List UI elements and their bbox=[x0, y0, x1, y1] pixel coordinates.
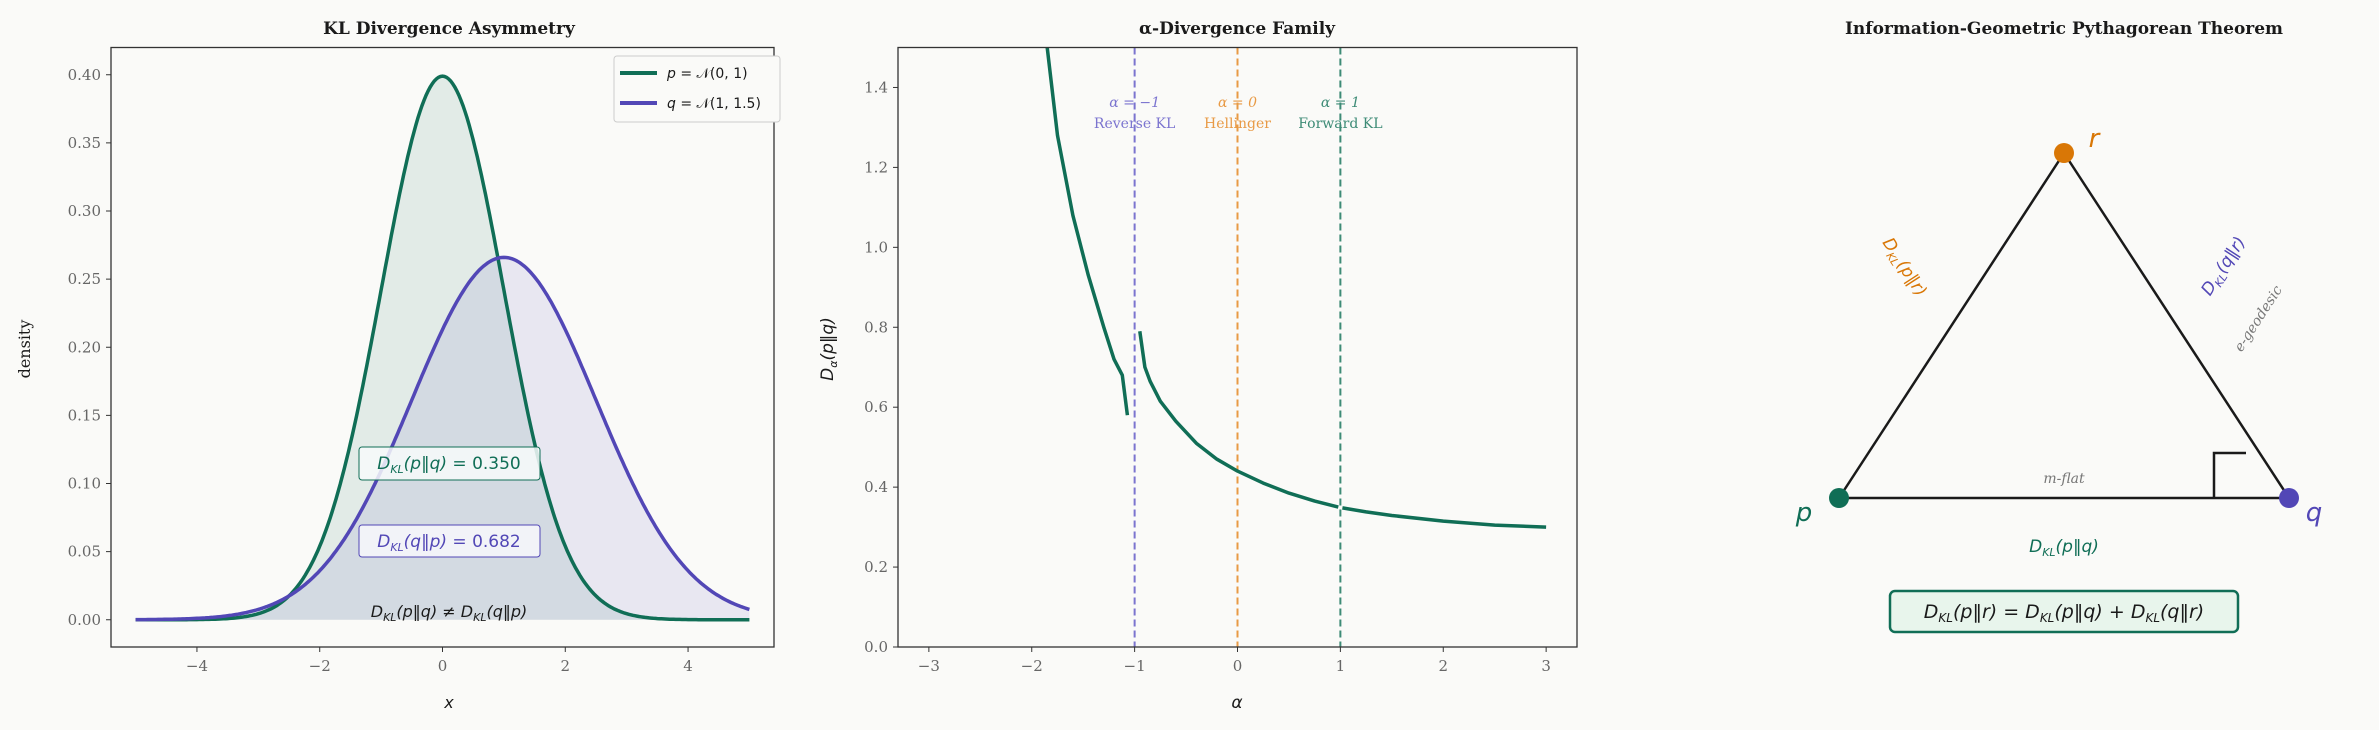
divergence-curve-segment bbox=[1138, 331, 1339, 509]
edge-p-r bbox=[1837, 152, 2066, 499]
point-r-label: r bbox=[2089, 124, 2102, 154]
y-tick-label: 0.25 bbox=[68, 270, 101, 288]
panel1-ylabel: density bbox=[15, 320, 34, 379]
legend-label-p: p = 𝒩(0, 1) bbox=[666, 66, 748, 82]
m-flat-label: m-flat bbox=[2043, 471, 2085, 487]
point-p bbox=[1829, 488, 1849, 508]
kl-qp-box bbox=[358, 524, 541, 558]
edge-r-q bbox=[2062, 152, 2291, 499]
y-tick-label: 0.0 bbox=[864, 638, 888, 656]
y-tick-label: 0.00 bbox=[68, 611, 101, 629]
panel1-xlabel: x bbox=[443, 693, 454, 712]
kl-qp-annotation: DKL(q‖p) = 0.682 bbox=[358, 524, 541, 558]
formula-box bbox=[1888, 589, 2240, 634]
kl-qp-label: DKL(q‖p) = 0.682 bbox=[377, 532, 521, 554]
y-tick-label: 0.20 bbox=[68, 338, 101, 356]
kl-pq-box bbox=[358, 446, 541, 481]
density-fill-q bbox=[135, 257, 750, 620]
y-tick-label: 0.05 bbox=[68, 543, 101, 561]
alpha-divergence-curve bbox=[1045, 47, 1547, 529]
y-tick-label: 0.15 bbox=[68, 406, 101, 424]
point-q bbox=[2279, 488, 2299, 508]
kl-asymmetry-panel: KL Divergence Asymmetry −4 −2 0 2 4 0.00 0.05… bbox=[15, 19, 781, 712]
panel1-title: KL Divergence Asymmetry bbox=[323, 19, 576, 39]
panel2-x-ticks: −3 −2 −1 0 1 2 3 bbox=[918, 647, 1551, 675]
x-tick-label: 3 bbox=[1541, 657, 1551, 675]
x-tick-label: −4 bbox=[186, 657, 208, 675]
point-r bbox=[2054, 143, 2074, 163]
density-fills bbox=[135, 76, 750, 620]
x-tick-label: 4 bbox=[683, 657, 693, 675]
y-tick-label: 0.6 bbox=[864, 398, 888, 416]
panel2-title: α-Divergence Family bbox=[1139, 19, 1336, 39]
y-tick-label: 0.4 bbox=[864, 478, 888, 496]
divergence-curve-segment bbox=[1045, 47, 1130, 416]
legend: p = 𝒩(0, 1) q = 𝒩(1, 1.5) bbox=[613, 55, 781, 123]
panel1-x-ticks: −4 −2 0 2 4 bbox=[186, 647, 693, 675]
x-tick-label: −2 bbox=[1021, 657, 1043, 675]
y-tick-label: 0.8 bbox=[864, 318, 888, 336]
asymmetry-note: DKL(p‖q) ≠ DKL(q‖p) bbox=[371, 602, 528, 624]
x-tick-label: −3 bbox=[918, 657, 940, 675]
density-curve-q bbox=[135, 255, 750, 622]
y-tick-label: 1.0 bbox=[864, 238, 888, 256]
y-tick-label: 0.30 bbox=[68, 202, 101, 220]
divergence-curve-segment bbox=[1342, 506, 1547, 529]
x-tick-label: −2 bbox=[309, 657, 331, 675]
density-fill-p bbox=[135, 76, 750, 620]
y-tick-label: 0.35 bbox=[68, 134, 101, 152]
legend-label-q: q = 𝒩(1, 1.5) bbox=[667, 96, 761, 112]
reference-sublabel: Forward KL bbox=[1298, 116, 1382, 132]
x-tick-label: 2 bbox=[561, 657, 571, 675]
x-tick-label: 2 bbox=[1438, 657, 1448, 675]
right-angle-marker bbox=[2212, 451, 2246, 498]
pythagorean-formula: DKL(p‖r) = DKL(p‖q) + DKL(q‖r) bbox=[1924, 601, 2204, 625]
y-tick-label: 0.40 bbox=[68, 66, 101, 84]
y-tick-label: 1.2 bbox=[864, 158, 888, 176]
x-tick-label: 1 bbox=[1336, 657, 1346, 675]
density-curves bbox=[135, 74, 750, 622]
x-tick-label: 0 bbox=[438, 657, 448, 675]
x-tick-label: −1 bbox=[1124, 657, 1146, 675]
panel1-y-ticks: 0.00 0.05 0.10 0.15 0.20 0.25 0.30 0.35 0.40 bbox=[68, 66, 111, 629]
density-curve-p bbox=[135, 74, 750, 622]
point-q-label: q bbox=[2306, 498, 2323, 528]
point-p-label: p bbox=[1795, 498, 1813, 528]
reference-label: α = 0 bbox=[1218, 95, 1257, 111]
panel2-ylabel: Dα(p‖q) bbox=[818, 317, 840, 381]
reference-lines: α = −1 Reverse KL α = 0 Hellinger α = 1 Forwa… bbox=[1094, 47, 1383, 647]
edge-pq-label: DKL(p‖q) bbox=[2029, 537, 2099, 559]
reference-sublabel: Reverse KL bbox=[1094, 116, 1175, 132]
kl-pq-label: DKL(p‖q) = 0.350 bbox=[377, 454, 521, 476]
y-tick-label: 0.10 bbox=[68, 475, 101, 493]
y-tick-label: 1.4 bbox=[864, 78, 888, 96]
x-tick-label: 0 bbox=[1233, 657, 1243, 675]
panel3-title: Information-Geometric Pythagorean Theore… bbox=[1845, 19, 2283, 39]
panel2-xlabel: α bbox=[1231, 693, 1242, 713]
reference-label: α = −1 bbox=[1109, 95, 1160, 111]
reference-label: α = 1 bbox=[1321, 95, 1360, 111]
reference-sublabel: Hellinger bbox=[1204, 116, 1271, 132]
panel2-y-ticks: 0.0 0.2 0.4 0.6 0.8 1.0 1.2 1.4 bbox=[864, 78, 898, 656]
y-tick-label: 0.2 bbox=[864, 558, 888, 576]
kl-pq-annotation: DKL(p‖q) = 0.350 bbox=[358, 446, 541, 481]
